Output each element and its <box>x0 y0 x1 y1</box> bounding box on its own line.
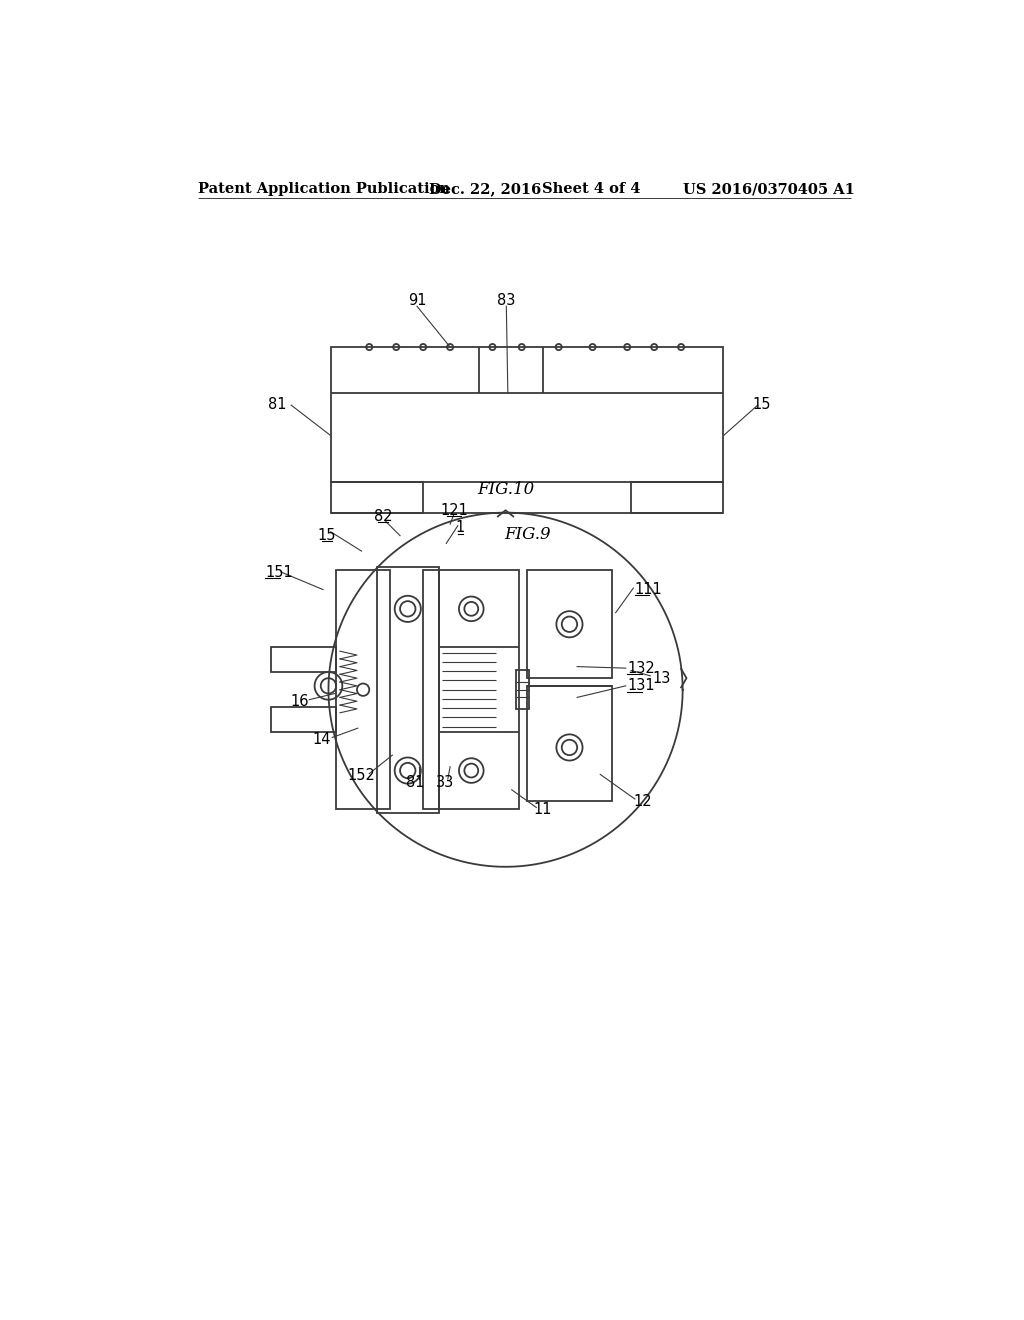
Text: 81: 81 <box>407 775 425 789</box>
Bar <box>527 686 611 801</box>
Text: 33: 33 <box>435 775 454 789</box>
Text: 121: 121 <box>440 503 468 517</box>
Text: Patent Application Publication: Patent Application Publication <box>199 182 451 197</box>
Bar <box>631 482 724 512</box>
Bar <box>331 347 724 482</box>
Text: 16: 16 <box>291 694 309 709</box>
Text: 15: 15 <box>753 397 771 412</box>
Bar <box>423 570 438 809</box>
Bar <box>438 570 519 809</box>
Text: 151: 151 <box>265 565 293 581</box>
Text: US 2016/0370405 A1: US 2016/0370405 A1 <box>683 182 855 197</box>
Text: 14: 14 <box>312 733 331 747</box>
Text: 15: 15 <box>317 528 336 544</box>
Bar <box>270 708 336 733</box>
Text: 91: 91 <box>408 293 426 309</box>
Text: 81: 81 <box>267 397 286 412</box>
Text: 152: 152 <box>347 768 376 784</box>
Bar <box>515 671 529 709</box>
Bar <box>270 647 336 672</box>
Text: 12: 12 <box>633 793 652 809</box>
Bar <box>527 570 611 678</box>
Text: FIG.9: FIG.9 <box>504 525 551 543</box>
Text: 13: 13 <box>652 671 671 685</box>
Text: 132: 132 <box>628 660 655 676</box>
Bar <box>377 566 438 813</box>
Text: 111: 111 <box>635 582 663 597</box>
Text: Sheet 4 of 4: Sheet 4 of 4 <box>542 182 640 197</box>
Bar <box>336 570 390 809</box>
Text: 11: 11 <box>534 801 552 817</box>
Text: 1: 1 <box>456 520 465 536</box>
Text: 83: 83 <box>497 293 515 309</box>
Text: FIG.10: FIG.10 <box>477 480 535 498</box>
Text: Dec. 22, 2016: Dec. 22, 2016 <box>429 182 542 197</box>
Text: 82: 82 <box>374 510 392 524</box>
Bar <box>331 482 423 512</box>
Text: 131: 131 <box>628 678 654 693</box>
